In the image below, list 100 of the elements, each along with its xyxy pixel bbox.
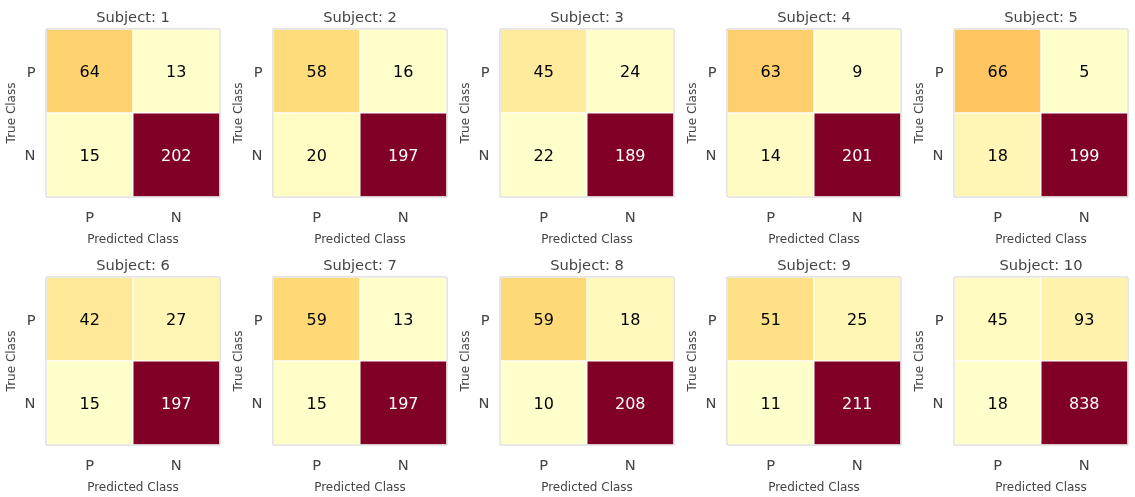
y-tick-label: N	[478, 394, 490, 412]
data-label: 51	[760, 310, 781, 330]
data-label: 18	[987, 145, 1008, 165]
y-axis-title: True Class	[684, 330, 699, 393]
y-tick-label: P	[26, 62, 36, 80]
data-label: 66	[987, 62, 1008, 82]
x-tick-label: N	[170, 455, 182, 473]
data-label: 189	[614, 145, 646, 165]
x-axis-title: Predicted Class	[87, 231, 179, 246]
data-label: 15	[306, 393, 327, 413]
x-tick-label: P	[85, 455, 95, 473]
chart-title: Subject: 7	[323, 255, 397, 273]
chart-title: Subject: 9	[777, 255, 851, 273]
x-axis-title: Predicted Class	[87, 479, 179, 494]
x-axis-title: Predicted Class	[995, 479, 1087, 494]
y-axis-title: True Class	[3, 330, 18, 393]
y-axis-title: True Class	[230, 82, 245, 145]
data-label: 197	[160, 393, 192, 413]
y-tick-label: P	[480, 310, 490, 328]
data-label: 93	[1074, 310, 1095, 330]
chart-title: Subject: 5	[1004, 7, 1078, 25]
x-tick-label: P	[85, 207, 95, 225]
x-tick-label: N	[851, 207, 863, 225]
data-label: 59	[533, 310, 554, 330]
data-label: 18	[620, 310, 641, 330]
data-label: 13	[166, 62, 187, 82]
data-label: 5	[1079, 62, 1090, 82]
x-tick-label: P	[993, 455, 1003, 473]
data-label: 24	[620, 62, 641, 82]
x-tick-label: N	[1078, 207, 1090, 225]
data-label: 20	[306, 145, 327, 165]
y-tick-label: N	[705, 394, 717, 412]
y-tick-label: P	[253, 62, 263, 80]
y-axis-title: True Class	[457, 330, 472, 393]
x-axis-title: Predicted Class	[995, 231, 1087, 246]
data-label: 9	[852, 62, 863, 82]
x-axis-title: Predicted Class	[314, 231, 406, 246]
x-tick-label: P	[312, 207, 322, 225]
data-label: 45	[533, 62, 554, 82]
data-label: 197	[387, 145, 419, 165]
data-label: 15	[79, 145, 100, 165]
x-tick-label: N	[624, 207, 636, 225]
chart-title: Subject: 10	[999, 255, 1083, 273]
y-tick-label: P	[253, 310, 263, 328]
y-axis-title: True Class	[911, 82, 926, 145]
y-tick-label: P	[707, 310, 717, 328]
data-label: 15	[79, 393, 100, 413]
y-tick-label: P	[934, 62, 944, 80]
data-label: 42	[79, 310, 100, 330]
y-tick-label: N	[932, 394, 944, 412]
chart-title: Subject: 8	[550, 255, 624, 273]
data-label: 45	[987, 310, 1008, 330]
x-axis-title: Predicted Class	[768, 479, 860, 494]
data-label: 199	[1068, 145, 1100, 165]
y-tick-label: N	[24, 146, 36, 164]
data-label: 13	[393, 310, 414, 330]
y-tick-label: N	[251, 394, 263, 412]
y-tick-label: P	[26, 310, 36, 328]
data-label: 838	[1068, 393, 1100, 413]
y-tick-label: N	[932, 146, 944, 164]
x-tick-label: P	[539, 207, 549, 225]
data-label: 27	[166, 310, 187, 330]
data-label: 211	[841, 393, 873, 413]
x-tick-label: N	[624, 455, 636, 473]
y-tick-label: P	[707, 62, 717, 80]
data-label: 10	[533, 393, 554, 413]
x-tick-label: P	[766, 455, 776, 473]
data-label: 64	[79, 62, 100, 82]
x-tick-label: N	[397, 455, 409, 473]
x-tick-label: P	[312, 455, 322, 473]
data-label: 11	[760, 393, 781, 413]
data-label: 22	[533, 145, 554, 165]
x-tick-label: N	[851, 455, 863, 473]
x-tick-label: N	[397, 207, 409, 225]
x-axis-title: Predicted Class	[541, 231, 633, 246]
y-axis-title: True Class	[457, 82, 472, 145]
chart-title: Subject: 1	[96, 7, 170, 25]
chart-title: Subject: 6	[96, 255, 170, 273]
data-label: 14	[760, 145, 781, 165]
y-tick-label: N	[478, 146, 490, 164]
chart-title: Subject: 3	[550, 7, 624, 25]
data-label: 208	[614, 393, 646, 413]
data-label: 18	[987, 393, 1008, 413]
data-label: 201	[841, 145, 873, 165]
y-axis-title: True Class	[230, 330, 245, 393]
x-tick-label: N	[170, 207, 182, 225]
chart-title: Subject: 4	[777, 7, 851, 25]
data-label: 197	[387, 393, 419, 413]
y-axis-title: True Class	[3, 82, 18, 145]
y-tick-label: P	[934, 310, 944, 328]
y-tick-label: N	[251, 146, 263, 164]
x-tick-label: N	[1078, 455, 1090, 473]
data-label: 202	[160, 145, 192, 165]
data-label: 16	[393, 62, 414, 82]
x-tick-label: P	[766, 207, 776, 225]
x-axis-title: Predicted Class	[314, 479, 406, 494]
x-axis-title: Predicted Class	[768, 231, 860, 246]
y-tick-label: N	[24, 394, 36, 412]
y-tick-label: N	[705, 146, 717, 164]
data-label: 63	[760, 62, 781, 82]
